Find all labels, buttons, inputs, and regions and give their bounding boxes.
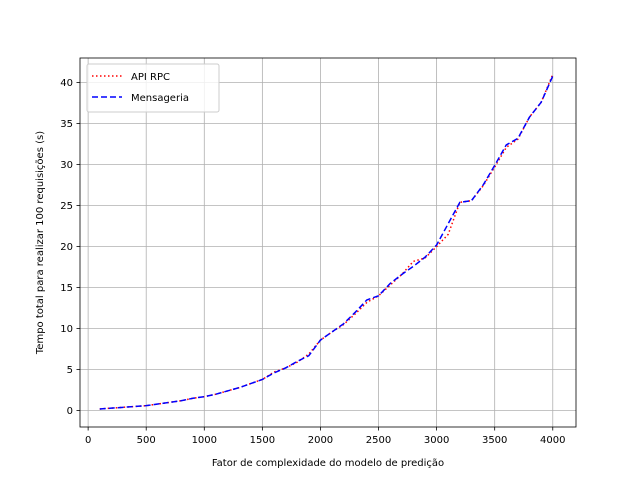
x-tick-label: 2500 [366,435,391,446]
x-tick-label: 3500 [482,435,507,446]
y-tick-label: 25 [60,201,73,212]
series-layer [99,74,554,410]
legend-label-mensageria: Mensageria [131,93,189,104]
grid [80,58,576,427]
y-tick-label: 35 [60,119,73,130]
y-tick-label: 0 [67,406,73,417]
legend-label-api-rpc: API RPC [131,72,170,83]
x-tick-label: 3000 [424,435,449,446]
y-tick-label: 30 [60,160,73,171]
x-tick-label: 1500 [250,435,275,446]
y-axis: 0 5 10 15 20 25 30 35 40 [60,78,80,417]
x-tick-label: 4000 [540,435,565,446]
x-axis: 0 500 1000 1500 2000 2500 3000 3500 4000 [85,427,565,446]
x-axis-label: Fator de complexidade do modelo de predi… [212,458,444,469]
x-tick-label: 0 [85,435,91,446]
x-tick-label: 500 [137,435,156,446]
plot-frame [79,57,577,428]
y-tick-label: 10 [60,324,73,335]
legend: API RPC Mensageria [86,63,220,113]
y-tick-label: 5 [67,365,73,376]
x-tick-label: 1000 [192,435,217,446]
y-tick-label: 15 [60,283,73,294]
series-line-api-rpc [99,74,554,410]
y-axis-label: Tempo total para realizar 100 requisiçõe… [35,131,46,355]
y-tick-label: 20 [60,242,73,253]
series-line-mensageria [99,75,554,410]
x-tick-label: 2000 [308,435,333,446]
y-tick-label: 40 [60,78,73,89]
